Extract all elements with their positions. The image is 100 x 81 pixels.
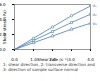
- svg-text:σ₁: σ₁: [93, 3, 98, 8]
- svg-text:0.0: 0.0: [0, 47, 6, 52]
- svg-text:σ₃: σ₃: [93, 21, 98, 26]
- svg-text:Shear stress (Pa): Shear stress (Pa): [2, 10, 7, 44]
- html-text:1: shear direction, 2: transve: 1: shear direction, 2: transverse direct…: [3, 62, 95, 72]
- svg-text:σ₂: σ₂: [93, 12, 98, 17]
- svg-text:6.0: 6.0: [0, 2, 6, 7]
- svg-text:3.0: 3.0: [68, 57, 75, 62]
- svg-text:Shear rate (s⁻¹): Shear rate (s⁻¹): [37, 57, 69, 62]
- svg-text:4.0: 4.0: [87, 57, 94, 62]
- svg-text:0.0: 0.0: [11, 57, 18, 62]
